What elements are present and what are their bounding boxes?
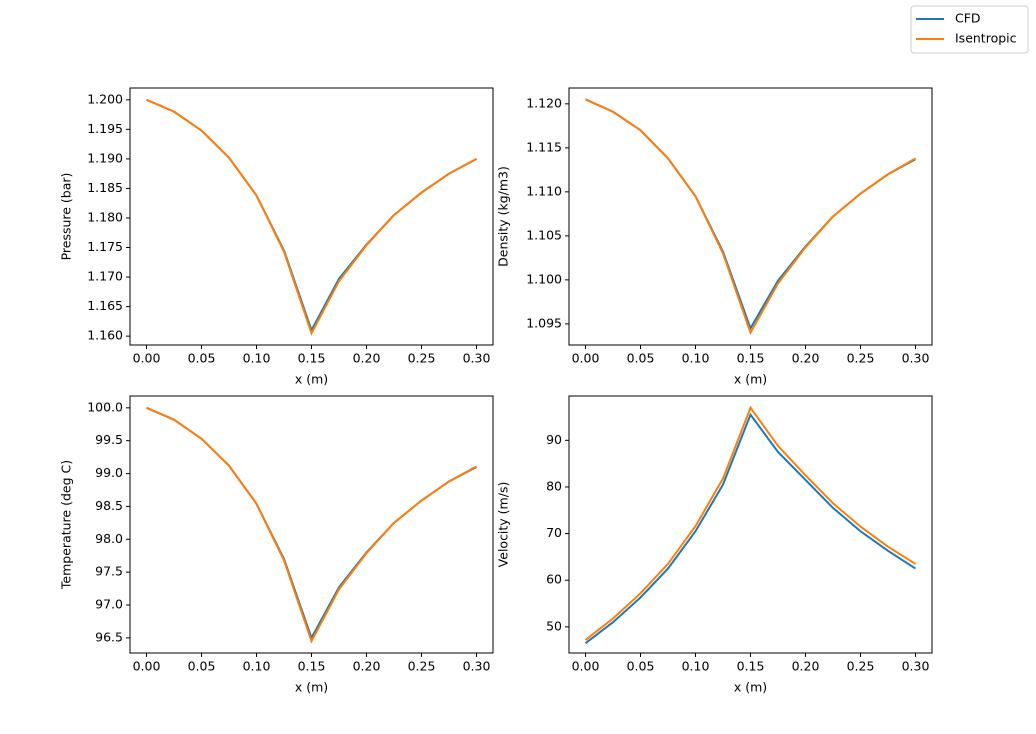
legend-label: CFD (955, 11, 981, 26)
x-tick-label: 0.05 (188, 659, 216, 674)
y-axis-label: Pressure (bar) (59, 173, 74, 261)
x-tick-label: 0.25 (408, 659, 436, 674)
series-line (146, 98, 477, 336)
plot-frame (568, 395, 933, 654)
y-tick-label: 98.0 (95, 531, 123, 546)
x-tick-label: 0.15 (737, 659, 765, 674)
y-axis-label: Velocity (m/s) (496, 482, 511, 568)
y-tick-label: 1.185 (87, 180, 123, 195)
x-tick-label: 0.15 (298, 351, 326, 366)
x-tick-label: 0.20 (792, 351, 820, 366)
series-line (146, 98, 477, 333)
y-tick-label: 1.165 (87, 298, 123, 313)
legend-label: Isentropic (955, 31, 1017, 46)
x-axis-label: x (m) (734, 680, 767, 695)
x-tick-label: 0.25 (847, 351, 875, 366)
x-tick-label: 0.20 (353, 659, 381, 674)
y-tick-label: 1.200 (87, 91, 123, 106)
y-tick-label: 1.105 (526, 227, 562, 242)
y-tick-label: 96.5 (95, 629, 123, 644)
y-tick-label: 60 (546, 572, 562, 587)
x-axis-label: x (m) (734, 372, 767, 387)
x-tick-label: 0.30 (902, 659, 930, 674)
series-line (146, 406, 477, 644)
x-tick-label: 0.10 (243, 659, 271, 674)
x-tick-label: 0.15 (298, 659, 326, 674)
x-tick-label: 0.20 (353, 351, 381, 366)
y-tick-label: 100.0 (87, 399, 123, 414)
y-tick-label: 1.195 (87, 121, 123, 136)
y-tick-label: 1.100 (526, 271, 562, 286)
x-tick-label: 0.20 (792, 659, 820, 674)
plot-frame (129, 87, 494, 346)
x-tick-label: 0.30 (463, 351, 491, 366)
y-axis-label: Temperature (deg C) (59, 460, 74, 590)
x-tick-label: 0.25 (408, 351, 436, 366)
x-axis-label: x (m) (295, 680, 328, 695)
x-tick-label: 0.05 (627, 351, 655, 366)
x-tick-label: 0.00 (572, 351, 600, 366)
series-line (584, 412, 917, 645)
y-tick-label: 98.5 (95, 498, 123, 513)
x-tick-label: 0.10 (243, 351, 271, 366)
y-tick-label: 97.5 (95, 564, 123, 579)
y-tick-label: 1.190 (87, 150, 123, 165)
x-tick-label: 0.30 (902, 351, 930, 366)
y-tick-label: 50 (546, 618, 562, 633)
y-tick-label: 1.170 (87, 269, 123, 284)
y-tick-label: 1.120 (526, 95, 562, 110)
series-line (584, 405, 917, 641)
y-axis-label: Density (kg/m3) (496, 166, 511, 267)
x-tick-label: 0.00 (133, 351, 161, 366)
y-tick-label: 90 (546, 432, 562, 447)
plot-frame (129, 395, 494, 654)
series-line (146, 406, 477, 641)
plot-frame (568, 87, 933, 346)
y-tick-label: 1.160 (87, 328, 123, 343)
x-axis-label: x (m) (295, 372, 328, 387)
x-tick-label: 0.25 (847, 659, 875, 674)
y-tick-label: 1.180 (87, 209, 123, 224)
x-tick-label: 0.05 (627, 659, 655, 674)
x-tick-label: 0.00 (572, 659, 600, 674)
series-line (585, 98, 916, 331)
series-line (585, 98, 916, 336)
x-tick-label: 0.30 (463, 659, 491, 674)
y-tick-label: 70 (546, 525, 562, 540)
y-tick-label: 80 (546, 478, 562, 493)
x-tick-label: 0.05 (188, 351, 216, 366)
y-tick-label: 99.5 (95, 432, 123, 447)
y-tick-label: 1.175 (87, 239, 123, 254)
y-tick-label: 1.095 (526, 315, 562, 330)
y-tick-label: 97.0 (95, 597, 123, 612)
x-tick-label: 0.10 (682, 351, 710, 366)
legend-box (910, 5, 1029, 54)
x-tick-label: 0.10 (682, 659, 710, 674)
y-tick-label: 1.115 (526, 139, 562, 154)
y-tick-label: 99.0 (95, 465, 123, 480)
x-tick-label: 0.00 (133, 659, 161, 674)
y-tick-label: 1.110 (526, 183, 562, 198)
x-tick-label: 0.15 (737, 351, 765, 366)
